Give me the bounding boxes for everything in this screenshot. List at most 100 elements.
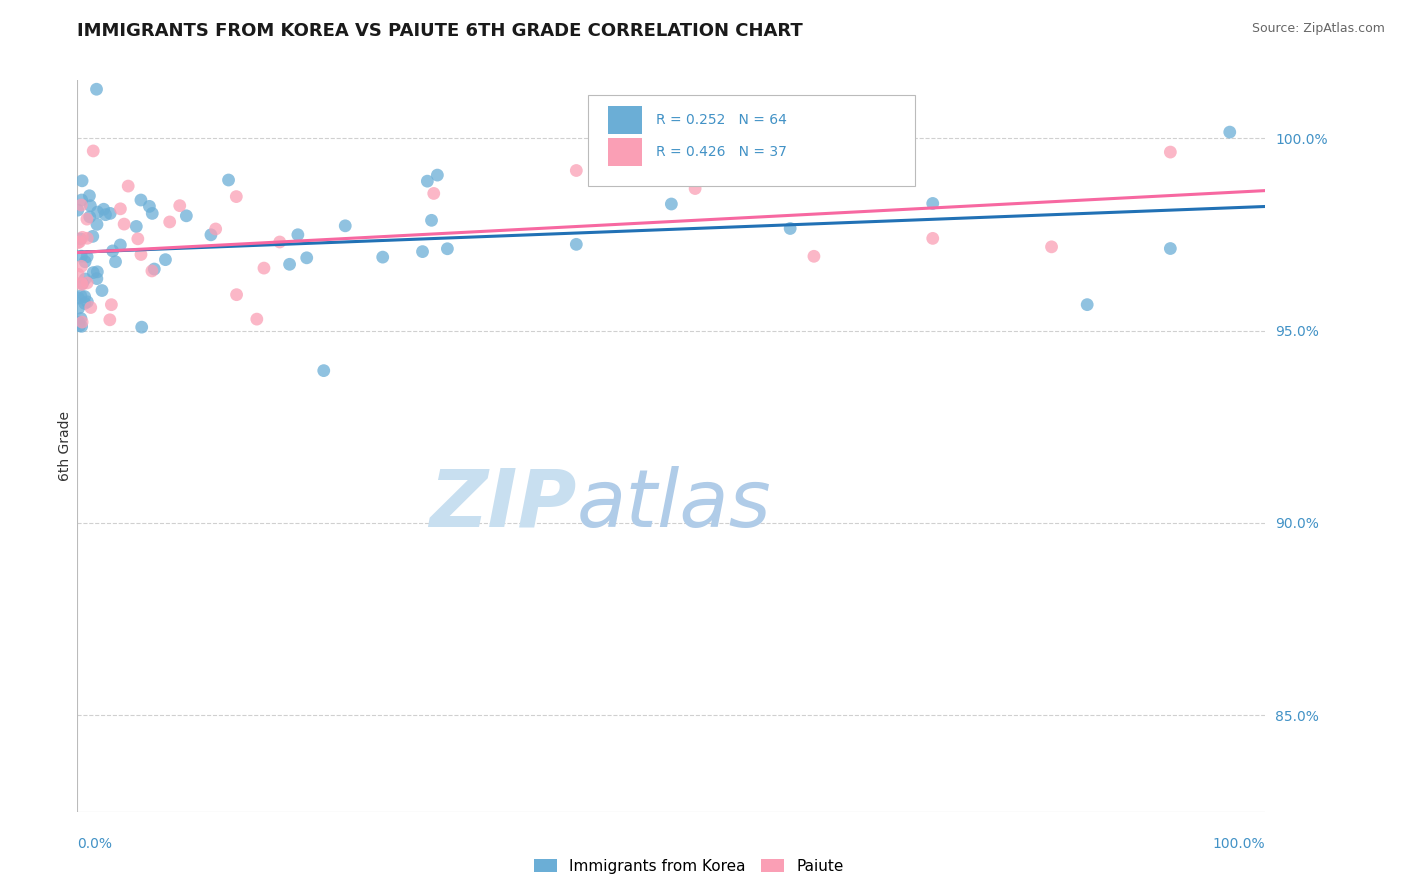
Point — [93, 202, 115, 217]
Point — [176, 209, 198, 223]
Point — [565, 237, 588, 252]
Point — [70, 198, 93, 212]
Point — [155, 252, 177, 267]
Text: Source: ZipAtlas.com: Source: ZipAtlas.com — [1251, 22, 1385, 36]
Point — [169, 199, 191, 213]
Text: R = 0.426   N = 37: R = 0.426 N = 37 — [657, 145, 787, 159]
Point — [70, 319, 93, 334]
Point — [143, 262, 166, 277]
Point — [1076, 298, 1098, 312]
Point — [91, 284, 114, 298]
Point — [278, 257, 301, 271]
Point — [779, 221, 801, 235]
Point — [1040, 240, 1063, 254]
Point — [72, 230, 94, 244]
Point — [110, 238, 132, 252]
Point — [200, 227, 222, 242]
Point — [295, 251, 318, 265]
Point — [138, 199, 160, 213]
Point — [70, 249, 93, 263]
Point — [921, 196, 943, 211]
Point — [117, 179, 139, 194]
Point — [312, 364, 335, 378]
Point — [66, 235, 89, 250]
Point — [129, 193, 152, 207]
Point — [76, 212, 98, 227]
Point — [225, 287, 247, 301]
Point — [125, 219, 148, 234]
Point — [420, 213, 443, 227]
Point — [112, 217, 135, 231]
Point — [1219, 125, 1241, 139]
Text: R = 0.252   N = 64: R = 0.252 N = 64 — [657, 112, 787, 127]
Point — [98, 313, 121, 327]
Point — [921, 231, 943, 245]
Point — [101, 244, 124, 258]
Point — [253, 261, 276, 276]
FancyBboxPatch shape — [588, 95, 915, 186]
Point — [131, 320, 153, 334]
Point — [1159, 242, 1181, 256]
Point — [67, 315, 90, 329]
Legend: Immigrants from Korea, Paiute: Immigrants from Korea, Paiute — [529, 853, 849, 880]
Point — [76, 250, 98, 264]
Y-axis label: 6th Grade: 6th Grade — [58, 411, 72, 481]
Point — [70, 311, 93, 326]
Point — [98, 206, 121, 220]
Point — [82, 144, 104, 158]
Point — [141, 206, 163, 220]
Point — [204, 222, 226, 236]
Point — [79, 199, 101, 213]
Point — [76, 276, 98, 290]
Point — [218, 173, 240, 187]
Point — [80, 301, 103, 315]
Point — [79, 210, 101, 224]
Point — [426, 168, 449, 182]
Point — [86, 271, 108, 285]
Point — [94, 208, 117, 222]
Point — [412, 244, 434, 259]
Point — [287, 227, 309, 242]
Point — [70, 260, 93, 274]
Text: IMMIGRANTS FROM KOREA VS PAIUTE 6TH GRADE CORRELATION CHART: IMMIGRANTS FROM KOREA VS PAIUTE 6TH GRAD… — [77, 22, 803, 40]
Text: ZIP: ZIP — [429, 466, 576, 543]
Point — [371, 250, 394, 264]
Point — [82, 266, 104, 280]
Point — [423, 186, 446, 201]
Point — [72, 277, 94, 291]
Point — [129, 247, 152, 261]
Point — [127, 232, 149, 246]
Point — [225, 189, 247, 203]
Point — [70, 174, 93, 188]
Point — [335, 219, 357, 233]
Point — [436, 242, 458, 256]
Point — [67, 291, 90, 305]
Point — [159, 215, 181, 229]
Point — [79, 188, 101, 202]
Text: 100.0%: 100.0% — [1213, 838, 1265, 851]
Point — [69, 318, 91, 333]
Point — [86, 218, 108, 232]
Bar — [609, 106, 641, 134]
Text: 0.0%: 0.0% — [77, 838, 112, 851]
Point — [100, 298, 122, 312]
Point — [1159, 145, 1181, 159]
Point — [82, 229, 104, 244]
Point — [70, 193, 93, 207]
Point — [269, 235, 291, 249]
Point — [86, 265, 108, 279]
Point — [803, 249, 825, 263]
Point — [661, 197, 683, 211]
Text: atlas: atlas — [576, 466, 770, 543]
Point — [70, 289, 93, 303]
Point — [76, 231, 98, 245]
Point — [75, 254, 97, 268]
Point — [73, 290, 96, 304]
Point — [67, 301, 90, 315]
Point — [86, 205, 108, 219]
Point — [141, 264, 163, 278]
Point — [70, 315, 93, 329]
Point — [69, 232, 91, 246]
Point — [76, 294, 98, 309]
Point — [75, 272, 97, 286]
